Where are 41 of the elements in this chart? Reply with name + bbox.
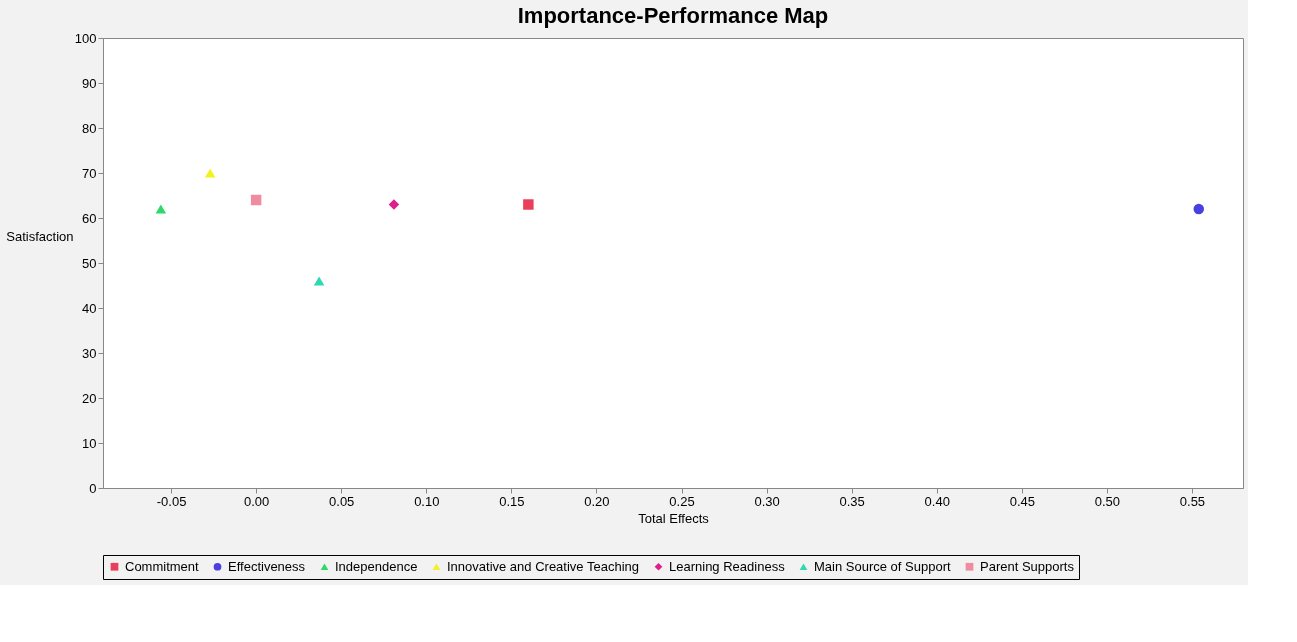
y-tick-label: 10 xyxy=(82,435,97,451)
y-tick-label: 100 xyxy=(74,30,97,46)
legend-label: Parent Supports xyxy=(980,558,1075,574)
x-tick-label: 0.30 xyxy=(754,493,780,509)
legend-label: Effectiveness xyxy=(228,558,306,574)
point xyxy=(523,199,534,210)
point xyxy=(313,276,325,286)
x-tick-label: 0.45 xyxy=(1009,493,1035,509)
point xyxy=(250,194,262,206)
x-axis-title: Total Effects xyxy=(638,510,710,526)
legend-label: Learning Readiness xyxy=(669,558,786,574)
y-tick-label: 80 xyxy=(82,120,97,136)
x-tick-label: 0.00 xyxy=(243,493,270,509)
y-tick-label: 50 xyxy=(82,255,97,271)
point xyxy=(155,204,167,214)
y-tick-label: 60 xyxy=(82,210,97,226)
legend-label: Independence xyxy=(335,558,418,574)
y-tick-label: 70 xyxy=(82,165,97,181)
legend-label: Innovative and Creative Teaching xyxy=(447,558,639,574)
x-tick-label: 0.40 xyxy=(924,493,950,509)
point xyxy=(1193,203,1205,215)
legend-label: Main Source of Support xyxy=(814,558,951,574)
point xyxy=(204,168,216,178)
x-tick-label: 0.15 xyxy=(499,493,525,509)
x-tick-label: 0.05 xyxy=(329,493,355,509)
x-tick-label: -0.05 xyxy=(156,493,187,509)
y-tick-label: 20 xyxy=(82,390,97,406)
y-tick-label: 0 xyxy=(89,480,97,496)
x-tick-label: 0.20 xyxy=(584,493,610,509)
y-tick-label: 30 xyxy=(82,345,97,361)
x-tick-label: 0.10 xyxy=(414,493,440,509)
x-tick-label: 0.25 xyxy=(669,493,695,509)
x-tick-label: 0.50 xyxy=(1094,493,1121,509)
y-axis-title: Satisfaction xyxy=(6,228,74,244)
chart-title: Importance-Performance Map xyxy=(517,3,829,28)
y-tick-label: 40 xyxy=(82,300,97,316)
x-tick-label: 0.55 xyxy=(1179,493,1206,509)
legend-label: Commitment xyxy=(125,558,200,574)
y-tick-label: 90 xyxy=(82,75,97,91)
point xyxy=(388,199,400,210)
x-tick-label: 0.35 xyxy=(839,493,865,509)
